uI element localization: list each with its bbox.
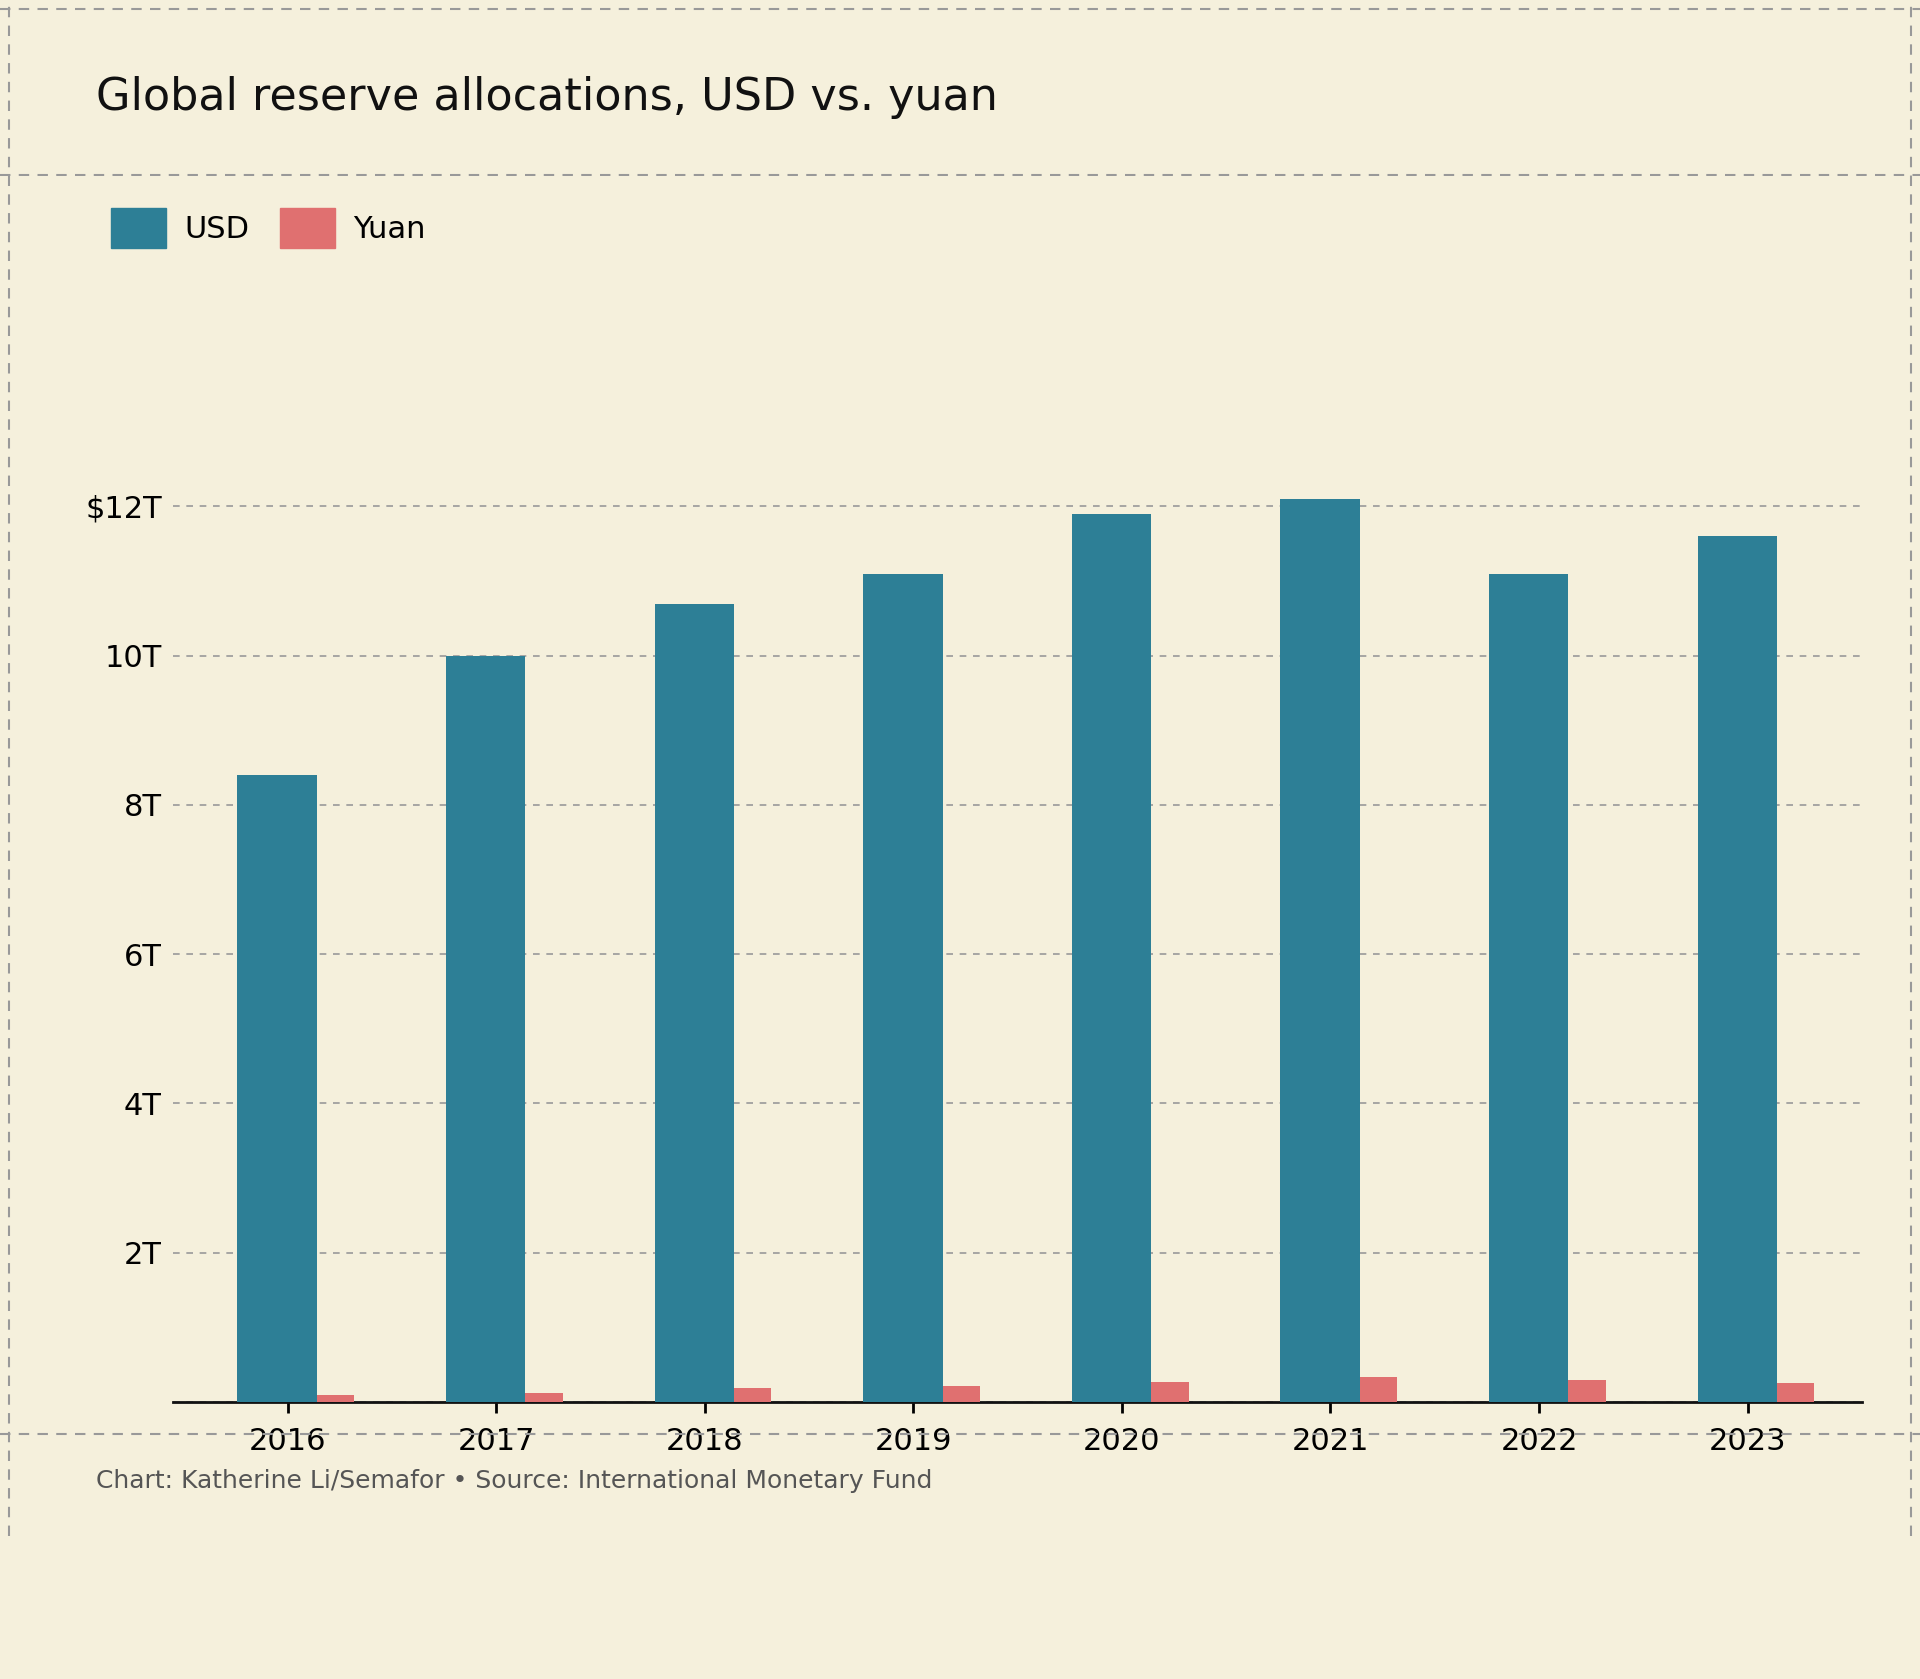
Bar [526,1394,563,1402]
Text: SEMAFOR: SEMAFOR [96,1587,340,1630]
Legend: USD, Yuan: USD, Yuan [111,208,426,247]
Bar [864,574,943,1402]
Bar [445,656,526,1402]
Bar [943,1385,979,1402]
Bar [1697,536,1776,1402]
Bar [1776,1383,1814,1402]
Bar [655,603,733,1402]
Bar [238,776,317,1402]
Bar [1281,499,1359,1402]
Bar [1569,1380,1605,1402]
Bar [1490,574,1569,1402]
Bar [733,1389,772,1402]
Bar [1152,1382,1188,1402]
Bar [1071,514,1152,1402]
Bar [1359,1377,1398,1402]
Text: Chart: Katherine Li/Semafor • Source: International Monetary Fund: Chart: Katherine Li/Semafor • Source: In… [96,1469,933,1493]
Bar [317,1395,355,1402]
Text: Global reserve allocations, USD vs. yuan: Global reserve allocations, USD vs. yuan [96,76,998,119]
